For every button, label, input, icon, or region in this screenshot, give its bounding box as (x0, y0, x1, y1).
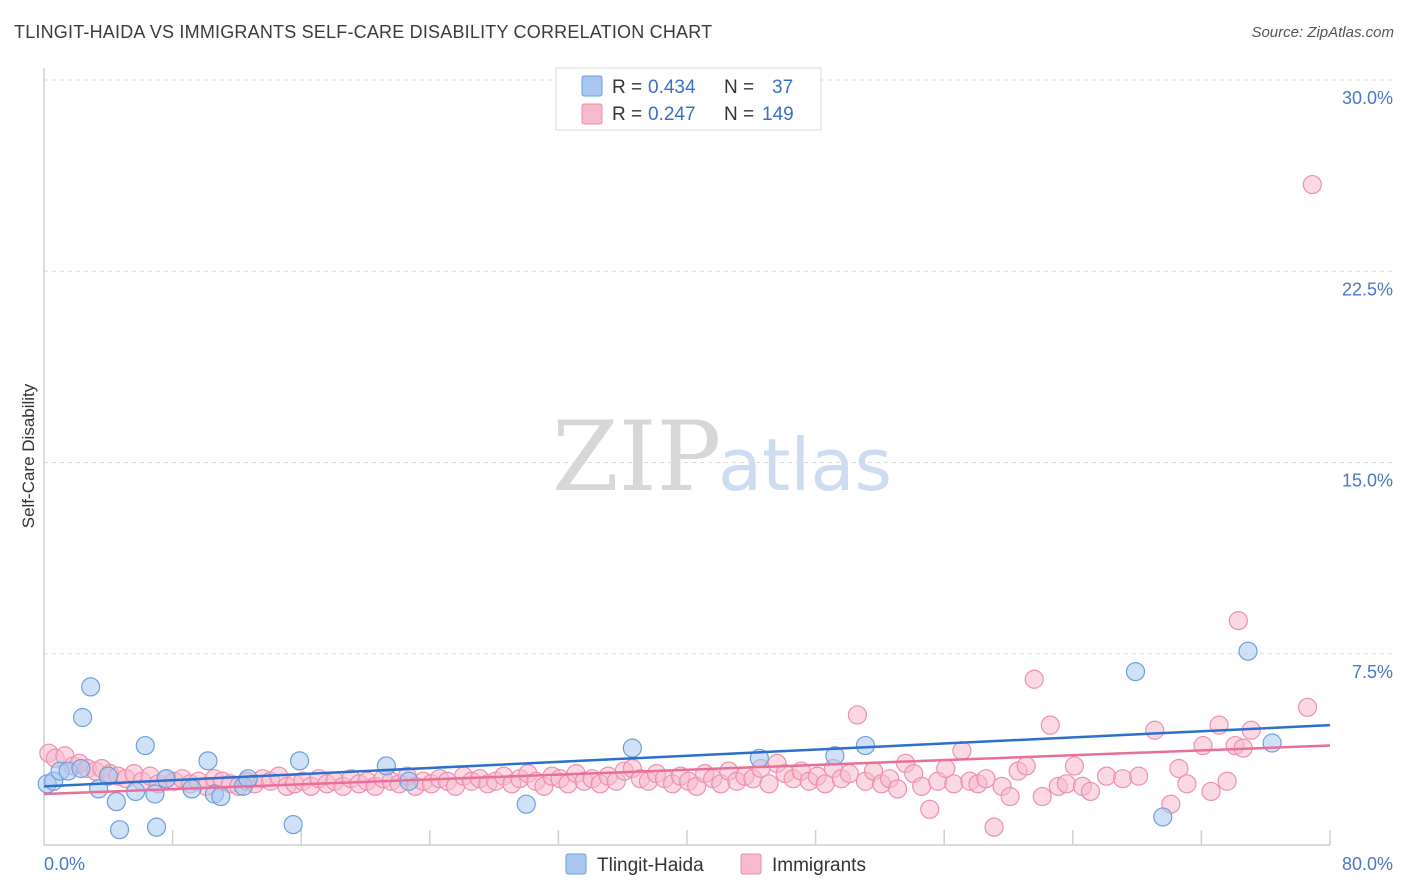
immigrants-point-124 (1032, 786, 1052, 807)
immigrants-point-136 (1169, 758, 1189, 779)
tlingit-haida-point-27 (622, 738, 642, 758)
tlingit-haida-point-19 (211, 786, 231, 807)
x-tick-label-0: 0.0% (44, 854, 85, 874)
y-tick-label-2: 22.5% (1342, 279, 1393, 299)
immigrants-point-123 (1024, 669, 1044, 689)
y-tick-label-3: 30.0% (1342, 88, 1393, 108)
immigrants-point-117 (976, 769, 996, 789)
immigrants-point-114 (952, 741, 972, 761)
bottom-legend-label-tlingit-haida: Tlingit-Haida (597, 855, 704, 876)
tlingit-haida-point-14 (146, 817, 167, 837)
x-tick-labels: 0.0% 80.0% (44, 854, 1393, 874)
tlingit-haida-point-15 (156, 769, 176, 789)
tlingit-haida-point-10 (109, 820, 130, 840)
immigrants-point-147 (1302, 174, 1322, 195)
tlingit-haida-point-31 (1125, 661, 1146, 682)
legend-swatch-immigrants (581, 103, 603, 125)
immigrants-point-118 (984, 817, 1004, 837)
tlingit-haida-point-21 (238, 769, 258, 789)
tlingit-haida-point-9 (106, 792, 126, 812)
y-tick-label-0: 7.5% (1352, 662, 1393, 682)
tlingit-haida-trend-line (43, 723, 1331, 788)
immigrants-point-127 (1056, 774, 1076, 794)
bottom-legend-swatch-tlingit-haida (565, 853, 587, 875)
tlingit-haida-point-22 (283, 814, 303, 835)
legend-r-label-1: R = (612, 77, 642, 98)
tlingit-haida-point-26 (516, 794, 536, 814)
immigrants-point-131 (1096, 766, 1117, 786)
legend-r-value-2: 0.247 (648, 104, 696, 125)
tlingit-haida-point-8 (98, 766, 118, 786)
bottom-legend-label-immigrants: Immigrants (772, 855, 866, 876)
bottom-legend-swatch-immigrants (740, 853, 762, 875)
legend-r-label-2: R = (612, 104, 642, 125)
x-tick-label-1: 80.0% (1342, 854, 1393, 874)
immigrants-point-139 (1201, 781, 1221, 802)
immigrants-point-141 (1217, 771, 1237, 791)
watermark-atlas-text: atlas (718, 423, 892, 507)
series-legend: Tlingit-Haida Immigrants (565, 853, 866, 876)
trend-lines (43, 723, 1331, 796)
tlingit-haida-point-34 (1262, 733, 1282, 753)
legend-n-label-2: N = (724, 104, 754, 125)
immigrants-point-125 (1040, 715, 1060, 735)
immigrants-point-137 (1177, 774, 1197, 794)
immigrants-point-120 (1000, 786, 1020, 807)
tlingit-haida-point-4 (71, 758, 91, 779)
immigrants-point-128 (1064, 756, 1085, 776)
tlingit-haida-point-33 (1238, 641, 1258, 661)
immigrants-point-133 (1129, 766, 1149, 786)
watermark-zip-text: ZIP (552, 401, 721, 513)
immigrants-point-110 (920, 799, 940, 819)
watermark: ZIP atlas (552, 401, 892, 513)
legend-n-value-1: 37 (772, 77, 793, 98)
tlingit-haida-point-13 (145, 784, 165, 804)
immigrants-point-100 (839, 763, 859, 784)
chart-title: TLINGIT-HAIDA VS IMMIGRANTS SELF-CARE DI… (14, 22, 713, 42)
gridlines (44, 79, 1392, 655)
legend-r-value-1: 0.434 (648, 77, 696, 98)
immigrants-point-130 (1080, 781, 1101, 802)
legend-swatch-tlingit-haida (581, 75, 603, 97)
chart-source: Source: ZipAtlas.com (1251, 24, 1394, 41)
immigrants-point-134 (1145, 720, 1165, 740)
immigrants-point-122 (1016, 756, 1036, 776)
immigrants-point-90 (759, 774, 779, 794)
tlingit-haida-point-12 (135, 735, 155, 756)
x-minor-ticks (171, 830, 1331, 845)
immigrants-point-109 (912, 776, 932, 796)
y-tick-label-1: 15.0% (1342, 471, 1393, 491)
tlingit-haida-point-23 (289, 751, 310, 771)
immigrants-point-138 (1193, 735, 1213, 756)
tlingit-haida-point-30 (855, 735, 876, 756)
immigrants-point-145 (1228, 610, 1248, 631)
tlingit-haida-point-5 (72, 707, 93, 728)
tlingit-haida-point-24 (376, 756, 396, 776)
immigrants-point-106 (887, 779, 908, 799)
immigrants-point-113 (944, 774, 964, 794)
tlingit-haida-point-32 (1153, 807, 1173, 827)
immigrants-point-101 (847, 705, 867, 725)
legend-n-value-2: 149 (762, 104, 794, 125)
legend-n-label-1: N = (724, 77, 754, 98)
tlingit-haida-point-17 (198, 751, 218, 771)
immigrants-trend-line (43, 744, 1331, 796)
immigrants-point-146 (1297, 697, 1318, 717)
tlingit-haida-point-6 (81, 677, 101, 697)
stats-legend: R = 0.434 N = 37 R = 0.247 N = 149 (555, 67, 822, 131)
y-tick-labels: 7.5% 15.0% 22.5% 30.0% (1342, 88, 1393, 682)
y-axis-label: Self-Care Disability (19, 383, 38, 528)
series-tlingit-haida (37, 641, 1282, 840)
immigrants-point-132 (1113, 769, 1133, 789)
